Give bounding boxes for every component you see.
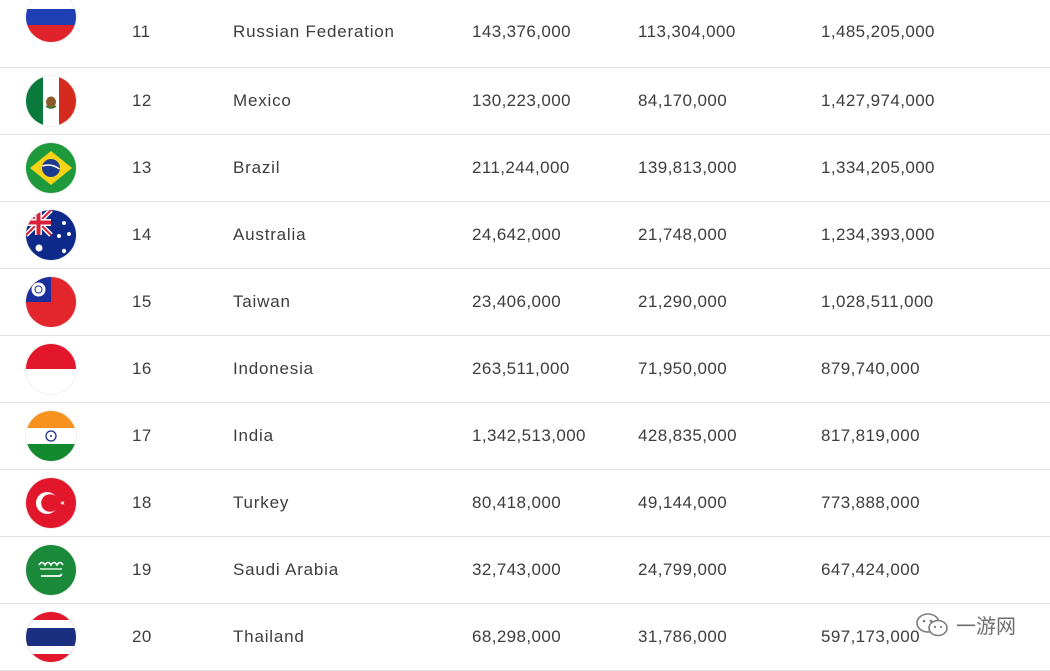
country-cell: Indonesia (233, 359, 314, 378)
thailand-flag-icon (26, 612, 76, 662)
table-row: 16 Indonesia 263,511,000 71,950,000 879,… (0, 336, 1050, 403)
table-row: 18 Turkey 80,418,000 49,144,000 773,888,… (0, 470, 1050, 537)
online-population-cell: 113,304,000 (638, 22, 736, 41)
country-cell: Saudi Arabia (233, 560, 340, 579)
online-population-cell: 71,950,000 (638, 359, 728, 378)
online-population-cell: 49,144,000 (638, 493, 728, 512)
population-cell: 130,223,000 (472, 91, 571, 110)
table-row: 12 Mexico 130,223,000 84,170,000 1,427,9… (0, 68, 1050, 135)
population-cell: 80,418,000 (472, 493, 562, 512)
country-cell: Mexico (233, 91, 292, 110)
country-cell: Russian Federation (233, 22, 395, 41)
india-flag-icon (26, 411, 76, 461)
rank-cell: 18 (132, 493, 152, 512)
revenues-cell: 1,234,393,000 (821, 225, 935, 244)
online-population-cell: 31,786,000 (638, 627, 728, 646)
revenues-cell: 1,334,205,000 (821, 158, 935, 177)
table-row: 20 Thailand 68,298,000 31,786,000 597,17… (0, 604, 1050, 671)
rank-cell: 15 (132, 292, 152, 311)
mexico-flag-icon (26, 76, 76, 126)
revenues-cell: 1,485,205,000 (821, 22, 935, 41)
wechat-icon (916, 612, 948, 636)
table-row: 15 Taiwan 23,406,000 21,290,000 1,028,51… (0, 269, 1050, 336)
australia-flag-icon (26, 210, 76, 260)
watermark-text: 一游网 (956, 616, 1016, 638)
population-cell: 263,511,000 (472, 359, 570, 378)
online-population-cell: 84,170,000 (638, 91, 728, 110)
country-cell: Australia (233, 225, 307, 244)
online-population-cell: 21,290,000 (638, 292, 728, 311)
rank-cell: 17 (132, 426, 152, 445)
online-population-cell: 428,835,000 (638, 426, 737, 445)
country-cell: Thailand (233, 627, 305, 646)
table-row: 17 India 1,342,513,000 428,835,000 817,8… (0, 403, 1050, 470)
rank-cell: 13 (132, 158, 152, 177)
population-cell: 211,244,000 (472, 158, 570, 177)
rank-cell: 16 (132, 359, 152, 378)
country-cell: India (233, 426, 274, 445)
online-population-cell: 139,813,000 (638, 158, 737, 177)
brazil-flag-icon (26, 143, 76, 193)
online-population-cell: 24,799,000 (638, 560, 728, 579)
rank-cell: 19 (132, 560, 152, 579)
rank-cell: 11 (132, 22, 151, 41)
revenues-cell: 1,427,974,000 (821, 91, 935, 110)
rank-cell: 14 (132, 225, 152, 244)
table-row: 13 Brazil 211,244,000 139,813,000 1,334,… (0, 135, 1050, 202)
country-cell: Turkey (233, 493, 290, 512)
rank-cell: 12 (132, 91, 152, 110)
rank-cell: 20 (132, 627, 152, 646)
revenues-cell: 1,028,511,000 (821, 292, 934, 311)
country-cell: Brazil (233, 158, 281, 177)
revenues-cell: 817,819,000 (821, 426, 920, 445)
table-row: 14 Australia 24,642,000 21,748,000 1,234… (0, 202, 1050, 269)
table-row: 19 Saudi Arabia 32,743,000 24,799,000 64… (0, 537, 1050, 604)
population-cell: 24,642,000 (472, 225, 562, 244)
revenues-cell: 597,173,000 (821, 627, 920, 646)
revenues-cell: 879,740,000 (821, 359, 920, 378)
population-cell: 143,376,000 (472, 22, 571, 41)
revenues-cell: 647,424,000 (821, 560, 920, 579)
online-population-cell: 21,748,000 (638, 225, 728, 244)
table-row: 11 Russian Federation 143,376,000 113,30… (0, 0, 1050, 68)
revenues-cell: 773,888,000 (821, 493, 920, 512)
taiwan-flag-icon (26, 277, 76, 327)
russia-flag-icon (26, 0, 76, 42)
population-cell: 32,743,000 (472, 560, 562, 579)
population-cell: 68,298,000 (472, 627, 562, 646)
population-cell: 23,406,000 (472, 292, 562, 311)
indonesia-flag-icon (26, 344, 76, 394)
watermark: 一游网 (914, 610, 1016, 639)
country-cell: Taiwan (233, 292, 291, 311)
population-cell: 1,342,513,000 (472, 426, 586, 445)
saudi-arabia-flag-icon (26, 545, 76, 595)
turkey-flag-icon (26, 478, 76, 528)
